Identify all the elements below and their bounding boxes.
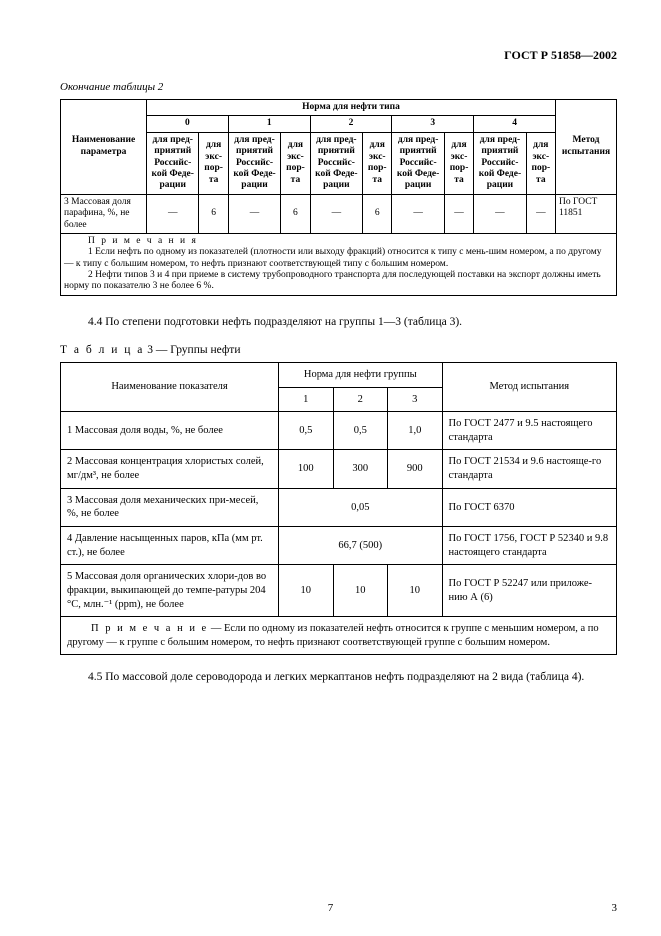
t3-row: 2 Массовая концентрация хлористых солей,… [61,450,617,488]
t2-cell: 6 [281,194,310,233]
table2-end-caption: Окончание таблицы 2 [60,81,617,93]
t2-type-4: 4 [474,116,556,132]
t2-sub-rf: для пред-приятий Российс-кой Феде-рации [474,132,526,194]
table3: Наименование показателя Норма для нефти … [60,362,617,656]
t2-cell: — [228,194,280,233]
t3-span: 66,7 (500) [279,526,443,564]
t3-v: 0,5 [279,412,334,450]
t2-data-row: 3 Массовая доля парафина, %, не более — … [61,194,617,233]
t2-note1: 1 Если нефть по одному из показателей (п… [64,247,613,270]
t3-method: По ГОСТ 2477 и 9.5 настоящего стандарта [442,412,616,450]
t2-cell: — [310,194,362,233]
t3-g2: 2 [333,387,388,412]
t2-sub-rf: для пред-приятий Российс-кой Феде-рации [228,132,280,194]
t2-type-3: 3 [392,116,474,132]
para-4-4: 4.4 По степени подготовки нефть подразде… [60,316,617,328]
t3-g3: 3 [388,387,443,412]
t2-cell: — [444,194,473,233]
t2-sub-exp: для экс-пор-та [199,132,228,194]
t3-method: По ГОСТ 21534 и 9.6 настояще-го стандарт… [442,450,616,488]
doc-id: ГОСТ Р 51858—2002 [60,48,617,63]
t2-col-method: Метод испытания [556,100,617,195]
t2-sub-rf: для пред-приятий Российс-кой Феде-рации [392,132,444,194]
t2-notes: П р и м е ч а н и я 1 Если нефть по одно… [61,233,617,295]
t3-col-method: Метод испытания [442,362,616,411]
t3-v: 300 [333,450,388,488]
t3-name: 3 Массовая доля механических при-месей, … [61,488,279,526]
page-num-center: 7 [0,902,661,914]
t2-type-0: 0 [147,116,229,132]
t3-name: 2 Массовая концентрация хлористых солей,… [61,450,279,488]
t3-g1: 1 [279,387,334,412]
t2-cell: — [526,194,555,233]
t3-v: 10 [333,565,388,617]
t3-v: 100 [279,450,334,488]
table2: Наименование параметра Норма для нефти т… [60,99,617,296]
table3-title-sp: Т а б л и ц а [60,344,144,356]
t3-name: 1 Массовая доля воды, %, не более [61,412,279,450]
t3-method: По ГОСТ 6370 [442,488,616,526]
t3-span: 0,05 [279,488,443,526]
t2-type-1: 1 [228,116,310,132]
t3-row: 5 Массовая доля органических хлори-дов в… [61,565,617,617]
t3-method: По ГОСТ Р 52247 или приложе-нию А (6) [442,565,616,617]
t3-v: 900 [388,450,443,488]
t3-v: 10 [388,565,443,617]
t3-note-row: П р и м е ч а н и е — Если по одному из … [61,617,617,655]
t2-notes-title: П р и м е ч а н и я [88,236,198,246]
t2-note2: 2 Нефти типов 3 и 4 при приеме в систему… [64,270,613,293]
t3-name: 4 Давление насыщенных паров, кПа (мм рт.… [61,526,279,564]
t2-row-method: По ГОСТ 11851 [556,194,617,233]
table3-title-rest: 3 — Группы нефти [144,344,240,356]
t3-row: 4 Давление насыщенных паров, кПа (мм рт.… [61,526,617,564]
t2-sub-exp: для экс-пор-та [363,132,392,194]
t2-cell: 6 [199,194,228,233]
t2-cell: — [392,194,444,233]
t3-v: 1,0 [388,412,443,450]
t3-row: 1 Массовая доля воды, %, не более 0,5 0,… [61,412,617,450]
t2-type-2: 2 [310,116,392,132]
page: ГОСТ Р 51858—2002 Окончание таблицы 2 На… [0,0,661,936]
t2-row-param: 3 Массовая доля парафина, %, не более [61,194,147,233]
t3-col-norm: Норма для нефти группы [279,362,443,387]
page-num-right: 3 [612,902,618,914]
t3-note-sp: П р и м е ч а н и е [91,623,208,634]
t2-cell: — [474,194,526,233]
t2-cell: 6 [363,194,392,233]
t3-name: 5 Массовая доля органических хлори-дов в… [61,565,279,617]
t2-sub-rf: для пред-приятий Российс-кой Феде-рации [147,132,199,194]
t3-v: 0,5 [333,412,388,450]
t2-col-param: Наименование параметра [61,100,147,195]
t3-col-name: Наименование показателя [61,362,279,411]
para-4-5: 4.5 По массовой доле сероводорода и легк… [60,671,617,683]
t3-method: По ГОСТ 1756, ГОСТ Р 52340 и 9.8 настоящ… [442,526,616,564]
t3-row: 3 Массовая доля механических при-месей, … [61,488,617,526]
t2-cell: — [147,194,199,233]
t2-sub-rf: для пред-приятий Российс-кой Феде-рации [310,132,362,194]
t2-sub-exp: для экс-пор-та [281,132,310,194]
t3-v: 10 [279,565,334,617]
t2-sub-exp: для экс-пор-та [444,132,473,194]
table3-title: Т а б л и ц а 3 — Группы нефти [60,344,617,356]
t2-col-norm: Норма для нефти типа [147,100,556,116]
t2-sub-exp: для экс-пор-та [526,132,555,194]
